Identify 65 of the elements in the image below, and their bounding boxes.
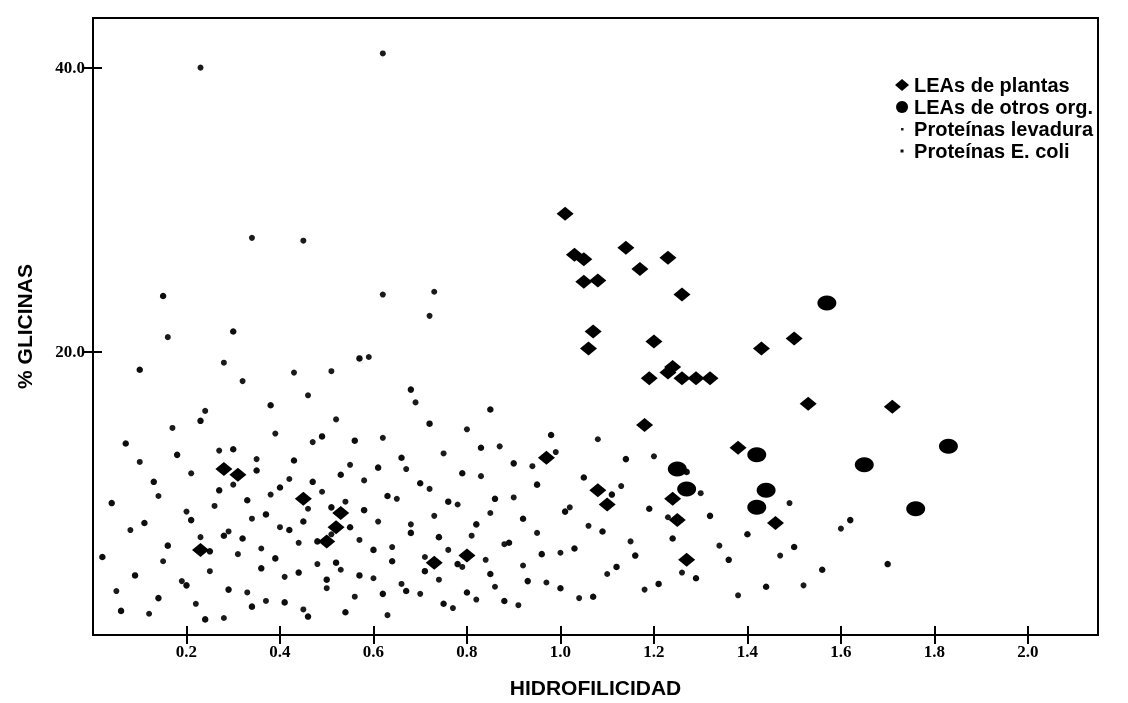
point (854, 457, 874, 473)
point (701, 371, 719, 386)
point (906, 501, 926, 517)
point (318, 534, 336, 549)
point (664, 491, 682, 506)
x-tick-label: 0.8 (456, 642, 478, 661)
point (294, 491, 312, 506)
point (589, 273, 607, 288)
point (458, 548, 476, 563)
x-tick-label: 1.8 (923, 642, 946, 661)
point (645, 334, 663, 349)
point (677, 481, 697, 497)
point (668, 513, 686, 528)
point (756, 482, 776, 498)
point (785, 331, 803, 346)
point (598, 497, 616, 512)
x-tick-label: 1.0 (549, 642, 572, 661)
point (766, 515, 784, 530)
point (938, 438, 958, 454)
point (673, 287, 691, 302)
y-axis-title: % GLICINAS (13, 264, 36, 389)
point (636, 418, 654, 433)
legend-label: Proteínas levadura (914, 118, 1094, 140)
legend-label: Proteínas E. coli (914, 140, 1070, 162)
point (584, 324, 602, 339)
point (332, 506, 350, 521)
point (667, 461, 687, 477)
point (659, 250, 677, 265)
point (579, 341, 597, 356)
point (729, 440, 747, 455)
point (589, 483, 607, 498)
point (575, 252, 593, 267)
legend-label: LEAs de plantas (914, 74, 1070, 96)
x-tick-label: 1.2 (643, 642, 665, 661)
point (678, 552, 696, 567)
point (631, 262, 649, 277)
point (640, 371, 658, 386)
point (556, 206, 574, 221)
point (883, 399, 901, 414)
point (537, 450, 555, 465)
x-tick-label: 1.6 (830, 642, 852, 661)
point (799, 396, 817, 411)
y-tick-label: 20.0 (55, 341, 85, 361)
point (747, 447, 767, 463)
point (229, 467, 247, 482)
point (575, 274, 593, 289)
y-tick-label: 40.0 (55, 58, 85, 78)
x-axis-title: HIDROFILICIDAD (509, 676, 682, 699)
point (817, 295, 837, 311)
x-tick-label: 2.0 (1017, 642, 1039, 661)
point (752, 341, 770, 356)
point (687, 371, 705, 386)
point (215, 462, 233, 477)
x-tick-label: 1.4 (736, 642, 759, 661)
point (664, 359, 682, 374)
point (617, 240, 635, 255)
point (673, 371, 691, 386)
point (192, 542, 210, 557)
point (747, 499, 767, 515)
x-tick-label: 0.6 (362, 642, 385, 661)
x-tick-label: 0.2 (175, 642, 198, 661)
point (327, 520, 345, 535)
legend-label: LEAs de otros org. (914, 96, 1093, 118)
x-tick-label: 0.4 (269, 642, 292, 661)
point (425, 555, 443, 570)
